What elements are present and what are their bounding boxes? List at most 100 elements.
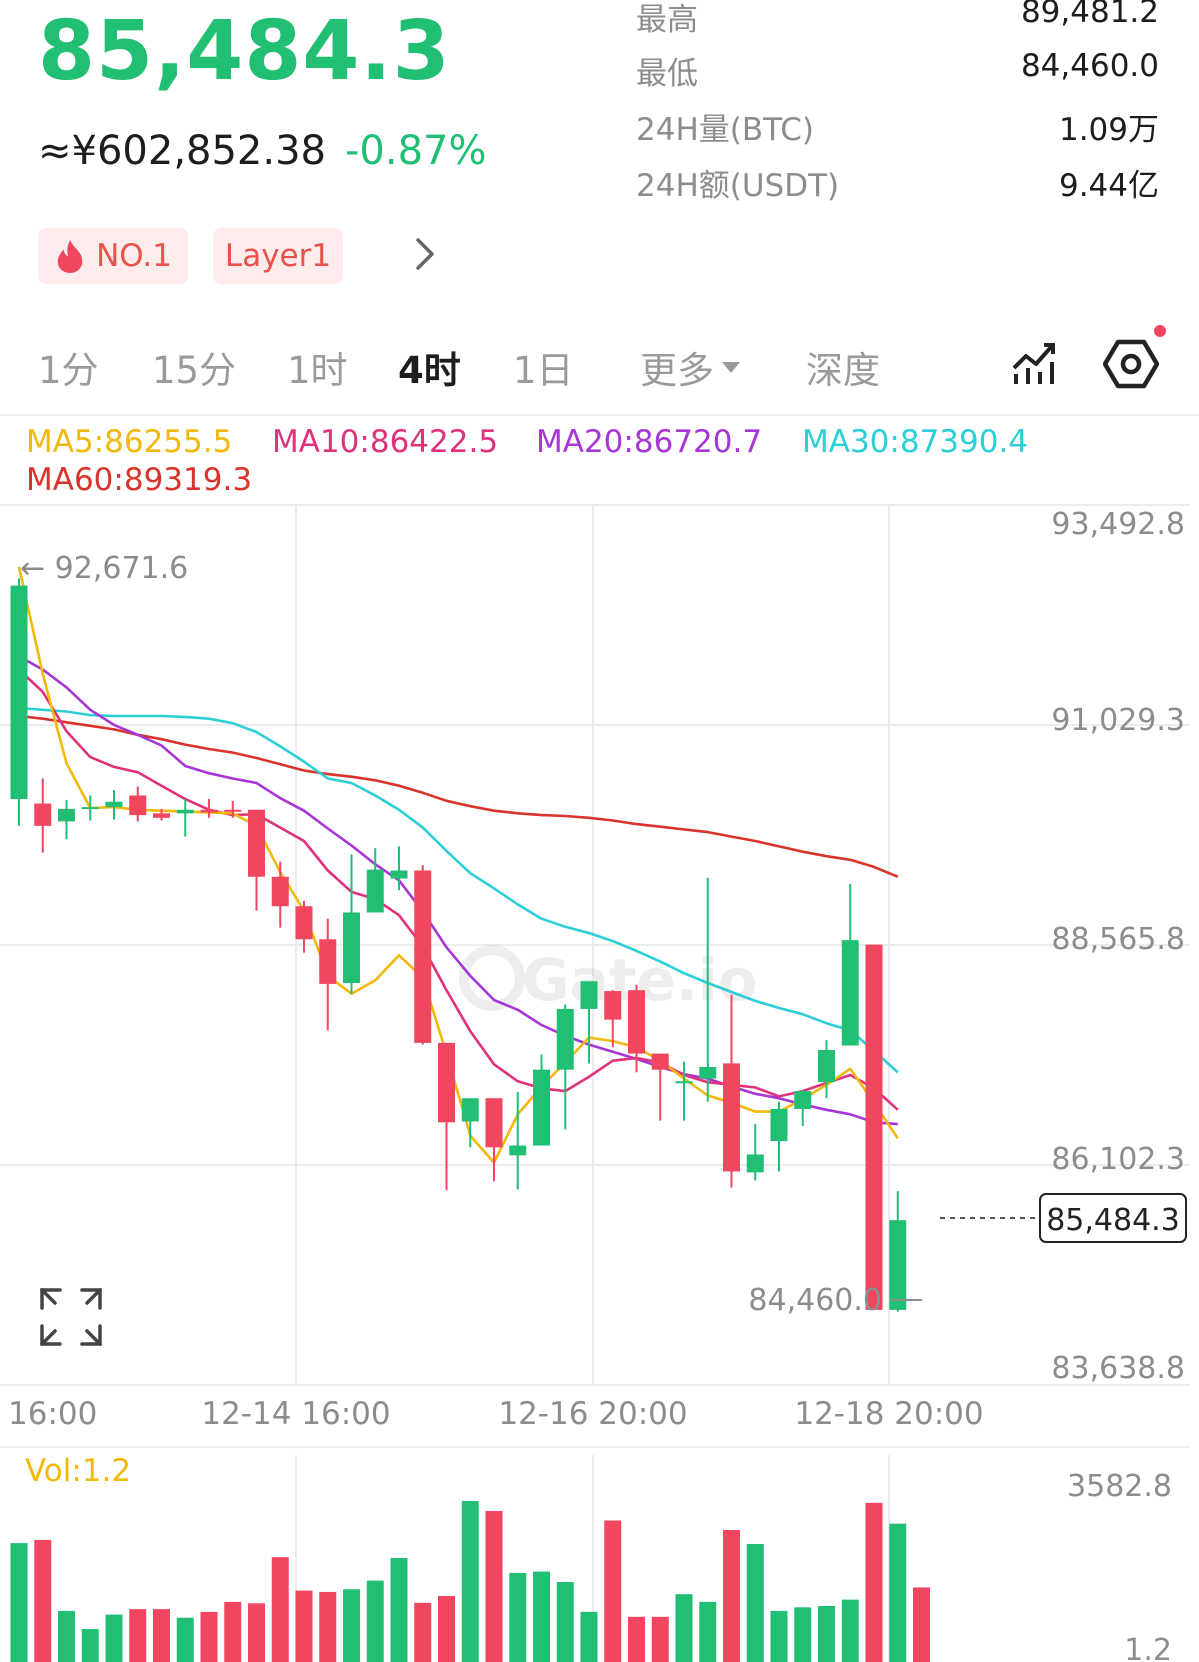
ma30-line (18, 706, 899, 1074)
volume-bar (414, 1602, 432, 1662)
volume-bar (818, 1605, 835, 1662)
max-price-marker: ← 92,671.6 (20, 551, 188, 586)
candle (604, 990, 622, 1048)
candle (343, 854, 360, 994)
volume-bar (746, 1544, 764, 1662)
change-percent: -0.87% (345, 128, 487, 174)
x-tick: 12-18 20:00 (794, 1396, 983, 1432)
candlestick-chart[interactable]: Gate.io 93,492.8 91,029.3 88,565.8 86,10… (0, 500, 1199, 1662)
x-tick: 12-14 16:00 (201, 1396, 390, 1432)
volume-bar (200, 1611, 218, 1662)
candle (224, 800, 242, 818)
volume-bar (366, 1580, 384, 1662)
candle (58, 799, 75, 840)
candle (485, 1098, 503, 1182)
candle (438, 1042, 455, 1191)
candle (865, 944, 883, 1310)
volume-bar (390, 1558, 408, 1662)
chevron-right-icon[interactable] (405, 234, 445, 274)
ma20-label: MA20:86720.7 (536, 424, 763, 460)
volume-bar (913, 1587, 930, 1662)
volume-y-tick: 1.2 (1124, 1633, 1172, 1662)
ma30-label: MA30:87390.4 (802, 424, 1029, 460)
tab-15m[interactable]: 15分 (152, 349, 237, 392)
candle (105, 790, 123, 820)
y-tick: 91,029.3 (1051, 703, 1185, 738)
min-price-marker: 84,460.0 (748, 1283, 882, 1318)
last-price: 85,484.3 (38, 4, 451, 99)
current-price-label: 85,484.3 (1046, 1203, 1180, 1238)
volume-bar (81, 1629, 99, 1662)
volume-bar (176, 1617, 194, 1662)
tab-4h[interactable]: 4时 (398, 349, 461, 392)
candle (319, 918, 337, 1031)
category-tag[interactable]: Layer1 (213, 228, 343, 284)
stat-label-low: 最低 (636, 56, 698, 92)
x-tick: 12-16 20:00 (498, 1396, 687, 1432)
volume-bar (604, 1520, 622, 1662)
volume-bar (343, 1589, 360, 1662)
candle (580, 981, 598, 1064)
stat-value-vol: 1.09万 (1058, 112, 1159, 148)
volume-bar (58, 1610, 75, 1662)
tab-divider (0, 414, 1199, 416)
volume-bar (889, 1523, 907, 1662)
y-tick: 93,492.8 (1051, 507, 1185, 542)
candle (746, 1124, 764, 1181)
indicator-icon[interactable] (1010, 340, 1058, 388)
candle (153, 808, 170, 821)
volume-bar (10, 1543, 28, 1662)
fullscreen-icon[interactable] (40, 1288, 102, 1346)
grid (0, 504, 1190, 1662)
volume-bar (153, 1609, 170, 1662)
tab-more[interactable]: 更多 (640, 340, 742, 394)
stat-label-vol: 24H量(BTC) (636, 112, 814, 148)
volume-bar (461, 1501, 479, 1662)
volume-label: Vol:1.2 (25, 1453, 131, 1489)
volume-bar (556, 1581, 574, 1662)
candle (200, 799, 218, 818)
candle (651, 1053, 669, 1121)
volume-bar (865, 1502, 883, 1662)
x-tick: 16:00 (8, 1396, 97, 1432)
stat-value-high: 89,481.2 (1020, 0, 1159, 30)
volume-bar (770, 1610, 788, 1662)
stat-label-amount: 24H额(USDT) (636, 168, 840, 204)
volume-bar (105, 1614, 123, 1662)
volume-bar (34, 1539, 52, 1662)
tab-1m[interactable]: 1分 (38, 349, 99, 392)
tab-1h[interactable]: 1时 (287, 349, 348, 392)
volume-bar (841, 1599, 859, 1662)
candle (81, 795, 99, 821)
ma10-label: MA10:86422.5 (272, 424, 499, 460)
candle (390, 846, 408, 891)
stat-value-amount: 9.44亿 (1058, 168, 1159, 204)
ma60-label: MA60:89319.3 (26, 462, 253, 498)
volume-bar (533, 1571, 550, 1662)
y-tick: 83,638.8 (1051, 1351, 1185, 1386)
current-price-box (1039, 1193, 1187, 1243)
candle (176, 799, 194, 837)
tab-1d[interactable]: 1日 (513, 349, 574, 392)
volume-bar (651, 1616, 669, 1662)
candle (770, 1101, 788, 1172)
ma60-line (18, 714, 899, 879)
candle (366, 848, 384, 913)
candle (794, 1090, 812, 1126)
ma5-line (17, 566, 899, 1164)
watermark: Gate.io (459, 945, 758, 1014)
tab-more-label: 更多 (640, 349, 714, 392)
rank-tag[interactable]: NO.1 (38, 228, 188, 284)
candle (509, 1091, 527, 1190)
volume-bar (723, 1529, 740, 1662)
tab-depth[interactable]: 深度 (806, 349, 880, 392)
fire-icon (57, 239, 83, 273)
volume-bar (699, 1601, 717, 1662)
y-tick: 86,102.3 (1051, 1142, 1185, 1177)
settings-icon[interactable] (1103, 338, 1159, 390)
volume-bar (248, 1603, 265, 1662)
volume-bar (295, 1590, 313, 1662)
volume-bar (509, 1572, 527, 1662)
volume-y-tick: 3582.8 (1067, 1469, 1172, 1504)
candle (271, 861, 289, 928)
